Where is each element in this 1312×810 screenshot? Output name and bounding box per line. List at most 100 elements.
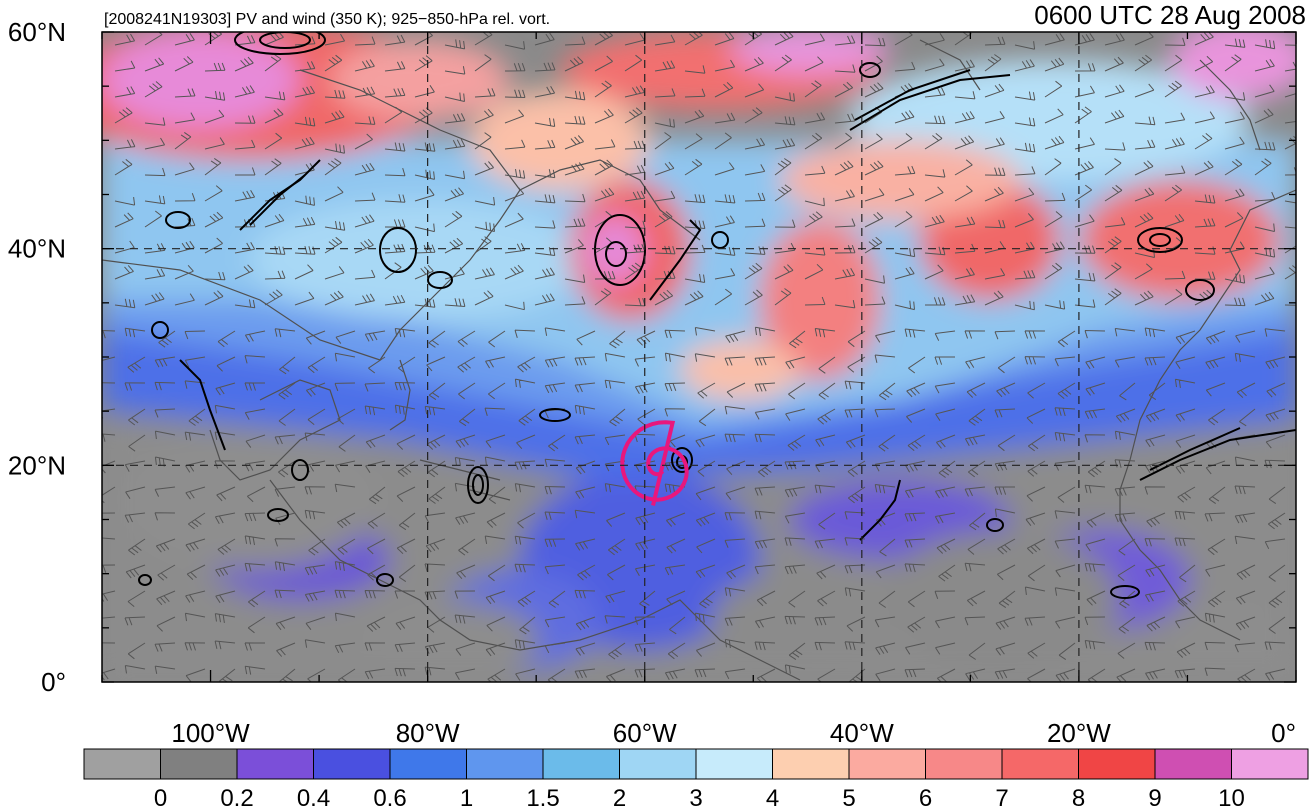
wind-barb <box>517 512 536 529</box>
wind-barb <box>984 290 1004 306</box>
wind-barb <box>102 486 116 504</box>
wind-barb <box>304 509 326 520</box>
wind-barb <box>154 408 176 418</box>
wind-barb <box>864 275 885 284</box>
wind-barb <box>1057 382 1076 399</box>
wind-barb <box>698 408 716 427</box>
wind-barb <box>604 379 626 389</box>
wind-barb <box>997 434 1016 452</box>
wind-barb <box>635 512 656 526</box>
wind-barb <box>204 237 223 254</box>
wind-barb <box>397 460 416 477</box>
wind-barb <box>1234 535 1256 545</box>
wind-barb <box>1176 642 1196 658</box>
wind-barb <box>834 81 854 98</box>
wind-barb <box>102 433 116 442</box>
wind-barb <box>864 37 886 47</box>
wind-barb <box>1207 538 1226 556</box>
wind-barb <box>697 460 716 477</box>
wind-barb <box>278 460 296 478</box>
wind-barb <box>154 642 176 652</box>
wind-barb <box>1104 236 1122 254</box>
wind-barb <box>1254 141 1276 151</box>
wind-barb <box>1175 616 1196 629</box>
wind-barb <box>847 460 866 477</box>
wind-barb <box>214 613 236 623</box>
wind-barb <box>816 564 836 580</box>
wind-barb <box>124 616 146 626</box>
wind-barb <box>504 301 525 311</box>
wind-barb <box>1234 456 1256 465</box>
wind-barb <box>334 382 356 392</box>
wind-barb <box>354 293 375 306</box>
wind-barb <box>1044 57 1065 72</box>
wind-barb <box>1084 563 1106 572</box>
wind-barb <box>864 160 884 176</box>
wind-barb <box>174 131 192 150</box>
wind-barb <box>1205 330 1226 345</box>
wind-barb <box>544 538 566 547</box>
wind-barb <box>969 512 986 531</box>
wind-barb <box>724 587 746 597</box>
coastlines <box>102 39 1296 681</box>
wind-barb <box>334 561 356 571</box>
wind-barb <box>744 164 766 176</box>
wind-barb <box>216 356 236 372</box>
wind-barb <box>334 589 356 599</box>
lat-lon-gridlines <box>102 32 1296 682</box>
wind-barb <box>875 564 896 579</box>
wind-barb <box>444 187 464 202</box>
wind-barb <box>394 667 416 677</box>
wind-barb <box>818 382 836 400</box>
wind-barb <box>774 158 792 176</box>
wind-barb <box>1134 290 1154 306</box>
wind-barb <box>1134 139 1156 150</box>
wind-barb <box>634 616 656 625</box>
wind-barb <box>235 167 256 176</box>
wind-barb <box>564 193 586 203</box>
wind-barb <box>274 434 296 445</box>
wind-barb <box>834 113 856 124</box>
wind-barb <box>908 356 926 374</box>
wind-barb <box>204 109 225 124</box>
wind-barb <box>1175 408 1196 422</box>
wind-barb <box>756 668 776 682</box>
wind-barb <box>788 590 806 608</box>
wind-barb <box>1085 356 1106 370</box>
wind-barb <box>394 642 416 653</box>
wind-barb <box>784 512 806 524</box>
wind-barb <box>504 41 526 50</box>
wind-barb <box>924 33 945 46</box>
wind-barb <box>1054 356 1076 367</box>
latitude-labels: 60°N 40°N 20°N 0° <box>8 17 66 697</box>
wind-barb <box>124 665 146 674</box>
wind-barb <box>1164 80 1182 98</box>
wind-barb <box>574 434 596 445</box>
wind-barb <box>1119 382 1136 401</box>
wind-barb <box>724 538 746 548</box>
wind-barb <box>354 133 373 150</box>
wind-barb <box>1134 54 1153 72</box>
wind-barb <box>894 187 915 202</box>
wind-barb <box>127 590 146 607</box>
wind-barb <box>744 246 766 255</box>
wind-barb <box>1104 288 1122 306</box>
wind-barb <box>906 408 926 423</box>
wind-barb <box>636 330 656 346</box>
wind-barb <box>624 244 646 254</box>
wind-barb <box>274 328 296 338</box>
wind-barb <box>1074 272 1096 282</box>
wind-barb <box>1224 297 1246 307</box>
wind-barb <box>114 298 136 309</box>
wind-barb <box>454 457 476 467</box>
wind-barb <box>485 590 506 605</box>
wind-barb <box>968 408 986 426</box>
wind-barb <box>354 238 374 254</box>
wind-barb <box>394 382 416 391</box>
wind-barb <box>624 190 646 202</box>
wind-barb <box>954 111 975 124</box>
wind-barb <box>1145 408 1166 423</box>
wind-barb <box>1264 641 1286 651</box>
wind-barb <box>334 483 356 493</box>
wind-barb <box>234 139 256 150</box>
